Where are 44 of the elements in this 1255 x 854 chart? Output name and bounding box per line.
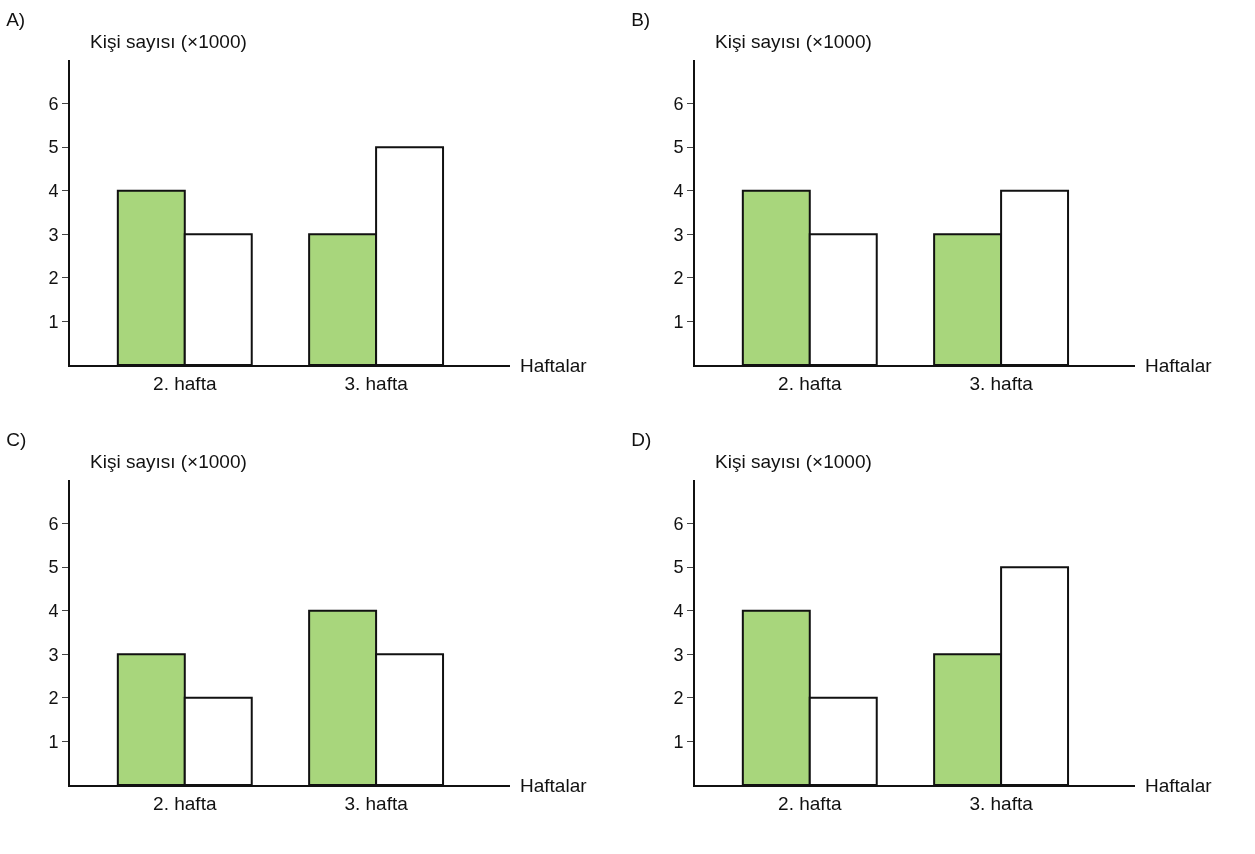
y-tick-label: 6	[673, 513, 684, 534]
y-tick-label: 4	[673, 181, 684, 202]
y-tick-label: 2	[673, 688, 684, 709]
y-tick-label: 3	[673, 224, 684, 245]
x-axis-title: Haftalar	[520, 355, 588, 376]
x-tick-label: 2. hafta	[778, 372, 842, 394]
y-axis-title: Kişi sayısı (×1000)	[90, 31, 247, 52]
y-tick-label: 4	[48, 181, 59, 202]
y-axis-title: Kişi sayısı (×1000)	[90, 451, 247, 472]
y-tick-label: 5	[48, 137, 59, 158]
y-tick-label: 2	[673, 268, 684, 289]
y-tick-label: 5	[673, 137, 684, 158]
y-tick-label: 4	[48, 601, 59, 622]
x-tick-label: 2. hafta	[778, 792, 842, 814]
y-axis-title: Kişi sayısı (×1000)	[715, 31, 872, 52]
chart-title: C)	[6, 428, 27, 450]
y-tick-label: 2	[48, 268, 59, 289]
y-tick-label: 1	[673, 731, 684, 752]
chart-title: B)	[631, 8, 651, 30]
y-tick-label: 3	[673, 644, 684, 665]
y-tick-label: 6	[48, 93, 59, 114]
y-tick-label: 1	[48, 731, 59, 752]
y-tick-label: 1	[48, 311, 59, 332]
y-tick-label: 6	[48, 513, 59, 534]
y-tick-label: 2	[48, 688, 59, 709]
x-axis-title: Haftalar	[1145, 775, 1213, 796]
chart-title: D)	[631, 428, 652, 450]
y-tick-label: 5	[48, 557, 59, 578]
y-tick-label: 6	[673, 93, 684, 114]
y-axis-title: Kişi sayısı (×1000)	[715, 451, 872, 472]
y-tick-label: 3	[48, 644, 59, 665]
chart-title: A)	[6, 8, 26, 30]
x-tick-label: 2. hafta	[153, 372, 217, 394]
y-tick-label: 1	[673, 311, 684, 332]
x-tick-label: 3. hafta	[969, 372, 1034, 394]
y-tick-label: 5	[673, 557, 684, 578]
y-tick-label: 4	[673, 601, 684, 622]
x-tick-label: 3. hafta	[344, 372, 409, 394]
x-tick-label: 3. hafta	[969, 792, 1034, 814]
x-axis-title: Haftalar	[520, 775, 588, 796]
x-tick-label: 2. hafta	[153, 792, 217, 814]
x-tick-label: 3. hafta	[344, 792, 409, 814]
y-tick-label: 3	[48, 224, 59, 245]
x-axis-title: Haftalar	[1145, 355, 1213, 376]
